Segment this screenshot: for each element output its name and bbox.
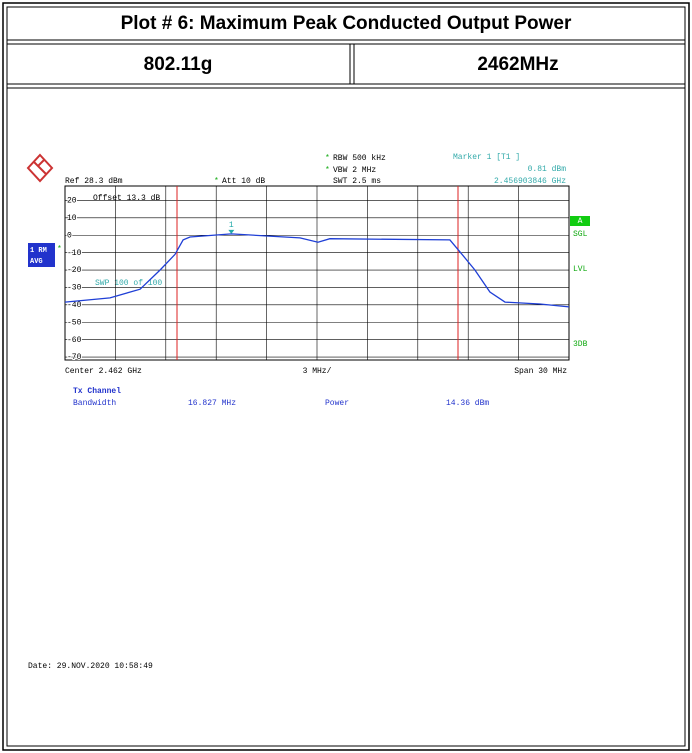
trace-mode: 1 RM <box>30 247 47 255</box>
offset: Offset 13.3 dB <box>93 194 160 203</box>
y-tick-label: 20 <box>67 197 77 206</box>
trace <box>64 233 570 308</box>
bandwidth-label: Bandwidth <box>73 399 116 408</box>
y-tick-label: -70 <box>67 353 82 362</box>
y-tick-label: -30 <box>67 284 82 293</box>
att: Att 10 dB <box>222 177 265 186</box>
span: Span 30 MHz <box>514 367 567 376</box>
side-lvl: LVL <box>573 265 588 274</box>
y-tick-label: -50 <box>67 318 82 327</box>
star: * <box>325 166 330 175</box>
star: * <box>325 154 330 163</box>
y-tick-label: -10 <box>67 249 82 258</box>
y-tick-label: -60 <box>67 336 82 345</box>
marker-title: Marker 1 [T1 ] <box>453 153 520 162</box>
swt: SWT 2.5 ms <box>333 177 381 186</box>
side-3db: 3DB <box>573 340 588 349</box>
side-badge <box>570 216 590 226</box>
y-tick-label: -20 <box>67 266 82 275</box>
marker <box>228 229 235 234</box>
title: Plot # 6: Maximum Peak Conducted Output … <box>121 13 572 34</box>
trace-badge <box>28 243 55 267</box>
y-tick-label: -40 <box>67 301 82 310</box>
sweep: SWP 100 of 100 <box>95 279 162 288</box>
marker-label: 1 <box>229 221 234 230</box>
y-tick-label: 0 <box>67 231 72 240</box>
ref: Ref 28.3 dBm <box>65 177 123 186</box>
star: * <box>214 177 219 186</box>
logo <box>26 153 54 183</box>
mode: 802.11g <box>144 54 213 75</box>
detector: AVG <box>30 258 43 266</box>
per-div: 3 MHz/ <box>303 367 332 376</box>
bandwidth-value: 16.827 MHz <box>188 399 236 408</box>
date: Date: 29.NOV.2020 10:58:49 <box>28 662 153 671</box>
marker-freq: 2.456903846 GHz <box>494 177 566 186</box>
y-tick-label: 10 <box>67 214 77 223</box>
frequency: 2462MHz <box>477 54 558 75</box>
power-label: Power <box>325 399 349 408</box>
side-sgl: SGL <box>573 230 588 239</box>
star: * <box>57 245 62 254</box>
side-a: A <box>578 217 583 226</box>
center: Center 2.462 GHz <box>65 367 142 376</box>
tx-channel: Tx Channel <box>73 387 121 396</box>
rbw: RBW 500 kHz <box>333 154 386 163</box>
marker-level: 0.81 dBm <box>528 165 567 174</box>
vbw: VBW 2 MHz <box>333 166 376 175</box>
power-value: 14.36 dBm <box>446 399 489 408</box>
